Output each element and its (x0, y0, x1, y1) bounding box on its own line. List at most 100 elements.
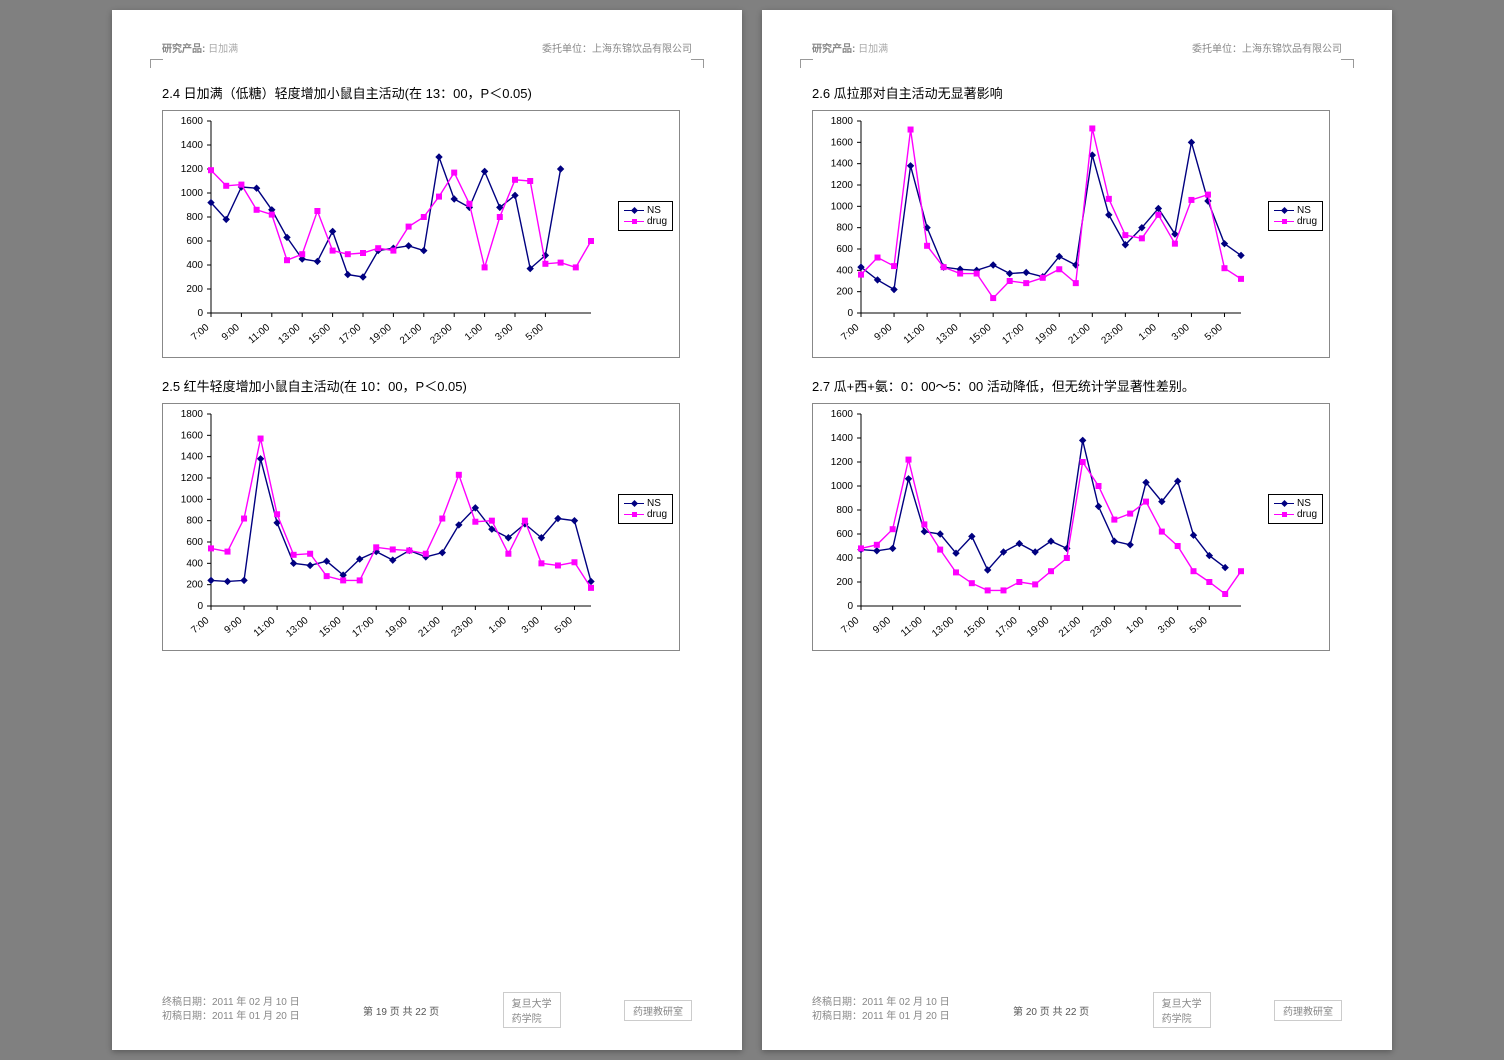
svg-text:11:00: 11:00 (252, 615, 278, 639)
svg-text:19:00: 19:00 (368, 322, 395, 347)
svg-text:11:00: 11:00 (247, 322, 273, 346)
svg-text:21:00: 21:00 (1057, 615, 1084, 640)
chart-legend: NS drug (1268, 494, 1323, 524)
svg-text:1400: 1400 (831, 433, 854, 444)
section-2-7-title: 2.7 瓜+西+氨：0：00～5：00 活动降低，但无统计学显著性差别。 (812, 376, 1342, 395)
svg-text:600: 600 (836, 529, 853, 540)
svg-text:1000: 1000 (831, 201, 854, 212)
svg-text:0: 0 (197, 601, 203, 612)
chart-2-4: 020040060080010001200140016007:009:0011:… (162, 110, 680, 358)
svg-text:5:00: 5:00 (553, 615, 575, 636)
page-footer: 终稿日期：2011 年 02 月 10 日 初稿日期：2011 年 01 月 2… (812, 992, 1342, 1028)
section-2-6-title: 2.6 瓜拉那对自主活动无显著影响 (812, 83, 1342, 102)
svg-text:1400: 1400 (181, 452, 204, 463)
svg-text:17:00: 17:00 (337, 322, 364, 347)
footer-dept: 药理教研室 (624, 1000, 692, 1021)
svg-text:5:00: 5:00 (1188, 615, 1210, 636)
svg-text:1:00: 1:00 (1124, 615, 1146, 636)
page-20: 研究产品: 日加满 委托单位：上海东锦饮品有限公司 2.6 瓜拉那对自主活动无显… (762, 10, 1392, 1050)
svg-text:1:00: 1:00 (1137, 322, 1159, 343)
svg-text:1600: 1600 (181, 116, 204, 127)
footer-dates: 终稿日期：2011 年 02 月 10 日 初稿日期：2011 年 01 月 2… (812, 996, 950, 1024)
svg-text:7:00: 7:00 (839, 615, 861, 636)
svg-text:15:00: 15:00 (967, 322, 994, 347)
svg-text:13:00: 13:00 (930, 615, 957, 640)
product-label: 研究产品: 日加满 (812, 40, 888, 55)
svg-text:0: 0 (197, 308, 203, 319)
svg-text:15:00: 15:00 (962, 615, 989, 640)
svg-text:200: 200 (836, 577, 853, 588)
svg-text:1:00: 1:00 (487, 615, 509, 636)
svg-text:19:00: 19:00 (1033, 322, 1060, 347)
chart-legend: NS drug (618, 494, 673, 524)
svg-text:1600: 1600 (181, 430, 204, 441)
svg-text:800: 800 (836, 223, 853, 234)
legend-ns: NS (1274, 498, 1317, 509)
chart-legend: NS drug (1268, 201, 1323, 231)
svg-text:1600: 1600 (831, 409, 854, 420)
svg-text:400: 400 (186, 558, 203, 569)
svg-text:23:00: 23:00 (1099, 322, 1126, 347)
svg-text:1200: 1200 (181, 473, 204, 484)
sponsor-label: 委托单位：上海东锦饮品有限公司 (1192, 40, 1342, 55)
svg-text:17:00: 17:00 (993, 615, 1020, 640)
svg-text:400: 400 (186, 260, 203, 271)
chart-legend: NS drug (618, 201, 673, 231)
svg-text:600: 600 (186, 236, 203, 247)
svg-text:15:00: 15:00 (317, 615, 344, 640)
svg-text:7:00: 7:00 (189, 322, 211, 343)
svg-text:1200: 1200 (831, 180, 854, 191)
svg-text:200: 200 (186, 580, 203, 591)
svg-text:11:00: 11:00 (899, 615, 925, 639)
svg-text:9:00: 9:00 (222, 615, 244, 636)
svg-text:800: 800 (186, 212, 203, 223)
svg-text:5:00: 5:00 (1203, 322, 1225, 343)
svg-text:3:00: 3:00 (1156, 615, 1178, 636)
svg-text:600: 600 (836, 244, 853, 255)
footer-univ: 复旦大学药学院 (503, 992, 561, 1028)
legend-ns: NS (624, 498, 667, 509)
footer-dates: 终稿日期：2011 年 02 月 10 日 初稿日期：2011 年 01 月 2… (162, 996, 300, 1024)
svg-text:800: 800 (186, 516, 203, 527)
svg-text:600: 600 (186, 537, 203, 548)
footer-univ: 复旦大学药学院 (1153, 992, 1211, 1028)
svg-text:1:00: 1:00 (463, 322, 485, 343)
svg-text:19:00: 19:00 (1025, 615, 1052, 640)
footer-dept: 药理教研室 (1274, 1000, 1342, 1021)
svg-text:800: 800 (836, 505, 853, 516)
svg-text:1400: 1400 (831, 159, 854, 170)
svg-text:21:00: 21:00 (1066, 322, 1093, 347)
product-label: 研究产品: 日加满 (162, 40, 238, 55)
svg-text:21:00: 21:00 (398, 322, 425, 347)
svg-text:9:00: 9:00 (872, 322, 894, 343)
svg-text:23:00: 23:00 (449, 615, 476, 640)
svg-text:400: 400 (836, 265, 853, 276)
svg-text:7:00: 7:00 (189, 615, 211, 636)
legend-ns: NS (624, 205, 667, 216)
svg-text:1800: 1800 (831, 116, 854, 127)
legend-drug: drug (1274, 509, 1317, 520)
svg-text:200: 200 (836, 287, 853, 298)
svg-text:15:00: 15:00 (307, 322, 334, 347)
svg-text:21:00: 21:00 (416, 615, 443, 640)
svg-text:1000: 1000 (181, 494, 204, 505)
section-2-5-title: 2.5 红牛轻度增加小鼠自主活动(在 10：00，P＜0.05) (162, 376, 692, 395)
svg-text:7:00: 7:00 (839, 322, 861, 343)
svg-text:3:00: 3:00 (1170, 322, 1192, 343)
svg-text:400: 400 (836, 553, 853, 564)
svg-text:11:00: 11:00 (902, 322, 928, 346)
header-rule (812, 59, 1342, 65)
page-header: 研究产品: 日加满 委托单位：上海东锦饮品有限公司 (162, 40, 692, 59)
page-header: 研究产品: 日加满 委托单位：上海东锦饮品有限公司 (812, 40, 1342, 59)
sponsor-label: 委托单位：上海东锦饮品有限公司 (542, 40, 692, 55)
svg-text:19:00: 19:00 (383, 615, 410, 640)
svg-text:1000: 1000 (181, 188, 204, 199)
svg-text:0: 0 (847, 308, 853, 319)
svg-text:3:00: 3:00 (493, 322, 515, 343)
page-19: 研究产品: 日加满 委托单位：上海东锦饮品有限公司 2.4 日加满（低糖）轻度增… (112, 10, 742, 1050)
legend-ns: NS (1274, 205, 1317, 216)
svg-text:1200: 1200 (831, 457, 854, 468)
chart-2-5: 0200400600800100012001400160018007:009:0… (162, 403, 680, 651)
svg-text:0: 0 (847, 601, 853, 612)
page-footer: 终稿日期：2011 年 02 月 10 日 初稿日期：2011 年 01 月 2… (162, 992, 692, 1028)
